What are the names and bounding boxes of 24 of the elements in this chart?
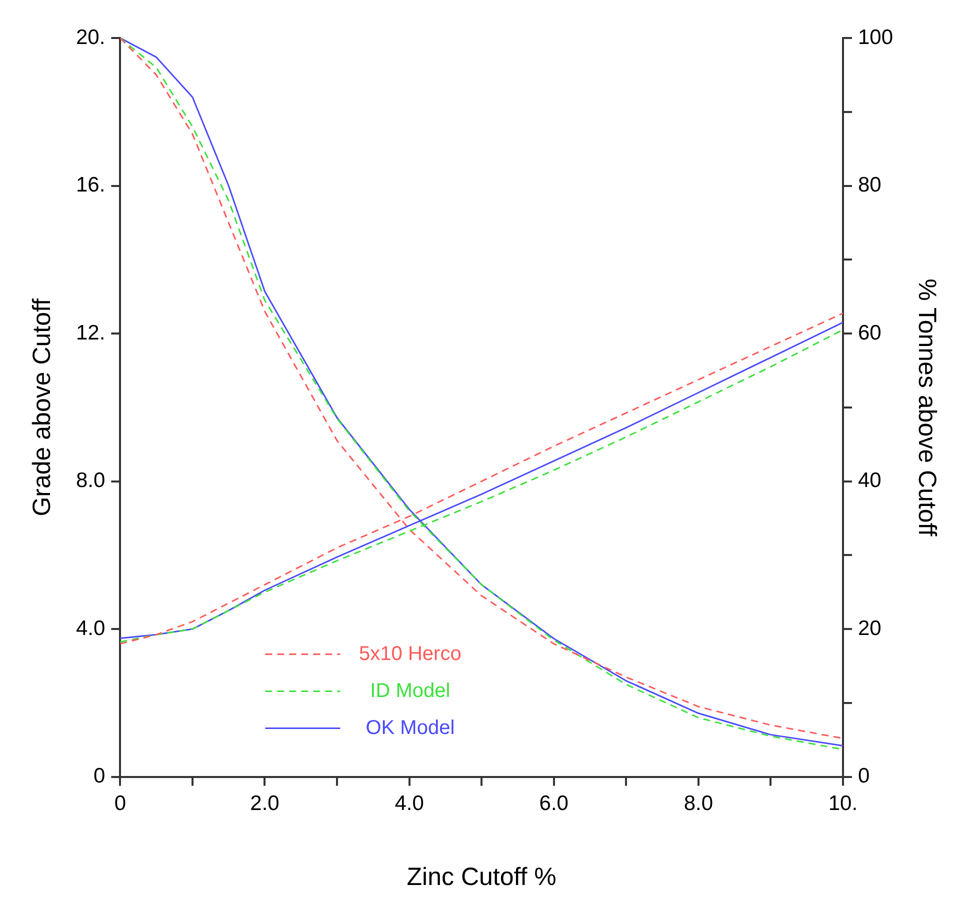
y-tick-label: 16. <box>76 174 106 197</box>
y-tick-label: 8.0 <box>76 469 106 492</box>
y2-tick-label: 0 <box>858 764 870 788</box>
x-tick-label: 0 <box>114 792 126 816</box>
y2-axis-title: % Tonnes above Cutoff <box>913 278 942 536</box>
y2-tick-label: 100 <box>858 26 894 49</box>
y-tick-label: 12. <box>76 321 106 344</box>
y2-tick-label: 80 <box>858 174 882 197</box>
x-tick-label: 2.0 <box>250 792 280 816</box>
x-tick-label: 8.0 <box>684 792 714 816</box>
y2-tick-label: 20 <box>858 616 882 640</box>
y2-tick-label: 60 <box>858 321 882 344</box>
legend-label: ID Model <box>370 680 450 702</box>
y2-tick-label: 40 <box>858 469 882 492</box>
x-tick-label: 6.0 <box>539 792 568 816</box>
x-axis-title: Zinc Cutoff % <box>406 862 556 891</box>
y-tick-label: 0 <box>94 764 106 788</box>
x-tick-label: 4.0 <box>394 792 424 816</box>
x-tick-label: 10. <box>828 792 858 816</box>
legend-label: 5x10 Herco <box>359 642 462 665</box>
y-axis-title: Grade above Cutoff <box>28 298 56 516</box>
y-tick-label: 20. <box>76 26 106 49</box>
y-tick-label: 4.0 <box>76 616 106 640</box>
legend-label: OK Model <box>366 716 455 739</box>
